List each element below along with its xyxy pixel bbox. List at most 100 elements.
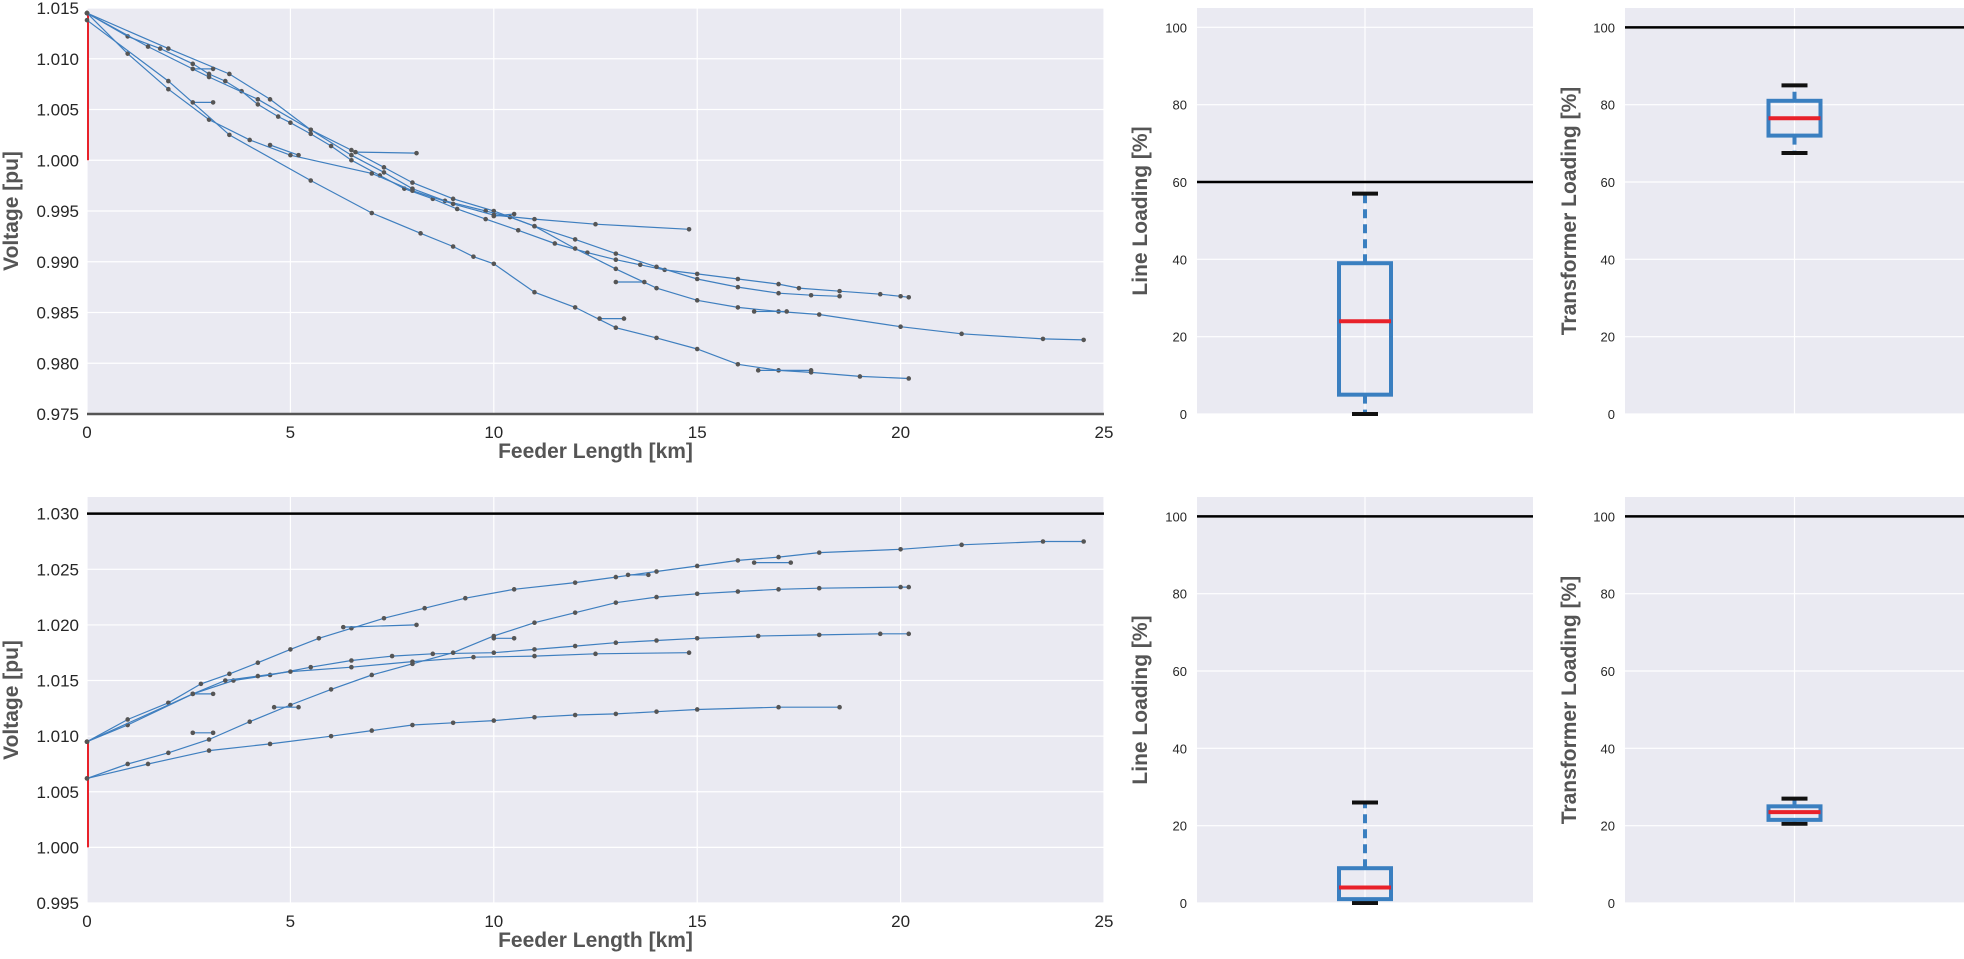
data-point (255, 97, 261, 102)
y-axis-label: Transformer Loading [%] (1558, 87, 1581, 336)
data-point (275, 114, 281, 119)
y-tick-label: 1.025 (36, 560, 79, 579)
y-tick-label: 0.995 (36, 894, 79, 913)
x-tick-label: 20 (891, 423, 910, 442)
data-point (125, 761, 130, 767)
panel-top-left: 0 5 10 15 20 25 0.975 0.980 0.985 0.990 0.995 1.000… (0, 0, 1113, 463)
data-point (816, 632, 822, 638)
x-tick-label: 5 (286, 423, 295, 442)
data-point (816, 312, 822, 317)
series-line (269, 144, 299, 156)
y-tick-label: 80 (1601, 98, 1615, 113)
data-point (776, 281, 781, 287)
data-point (898, 324, 903, 330)
data-point (532, 714, 537, 720)
data-point (353, 149, 358, 155)
data-point (572, 246, 578, 251)
y-tick-label: 100 (1593, 509, 1615, 524)
data-point (381, 165, 387, 170)
y-tick-label: 0 (1180, 407, 1187, 422)
data-point (166, 46, 171, 51)
x-axis-label: Feeder Length [km] (498, 440, 693, 463)
data-point (414, 150, 419, 156)
data-point (190, 66, 196, 72)
y-tick-label: 0 (1180, 896, 1187, 911)
panel-top-middle: 0 20 40 60 80 100 Line Loading [%] (1129, 8, 1533, 422)
data-point (328, 733, 334, 739)
data-point (328, 143, 334, 149)
data-point (369, 210, 375, 216)
data-point (349, 157, 354, 163)
data-point (206, 748, 212, 753)
data-point (210, 730, 216, 736)
data-point (247, 719, 253, 724)
y-axis-label: Voltage [pu] (0, 151, 23, 271)
data-point (646, 572, 651, 578)
x-tick-label: 0 (82, 423, 91, 442)
data-point (755, 633, 761, 639)
data-point (223, 78, 228, 84)
data-point (654, 335, 659, 341)
data-point (84, 776, 90, 781)
data-point (450, 650, 456, 656)
data-point (906, 376, 912, 381)
data-point (288, 647, 293, 652)
series-line (86, 540, 1084, 743)
y-tick-label: 1.015 (36, 672, 79, 691)
data-point (784, 309, 789, 314)
data-point (694, 563, 700, 569)
data-point (857, 374, 863, 379)
x-tick-label: 0 (82, 912, 91, 931)
x-tick-label: 15 (688, 912, 707, 931)
data-point (410, 180, 415, 185)
data-point (1040, 539, 1046, 544)
data-point (223, 678, 228, 683)
box-iqr (1337, 866, 1393, 902)
data-point (898, 546, 903, 552)
data-point (613, 279, 619, 285)
data-point (511, 587, 517, 592)
data-point (637, 262, 643, 268)
data-point (686, 650, 692, 656)
data-point (145, 44, 151, 49)
series-line (86, 12, 909, 298)
y-tick-label: 0 (1608, 896, 1615, 911)
data-point (227, 71, 232, 77)
data-point (410, 661, 415, 667)
data-point (491, 718, 497, 723)
data-point (271, 704, 277, 710)
y-tick-label: 1.010 (36, 50, 79, 69)
data-point (166, 78, 171, 84)
data-point (597, 316, 602, 321)
data-point (308, 178, 314, 183)
data-point (654, 638, 659, 643)
plot-area (87, 497, 1104, 903)
series-line (86, 706, 840, 779)
y-tick-label: 20 (1173, 330, 1187, 345)
data-point (593, 221, 598, 227)
data-point (340, 624, 346, 630)
data-point (532, 289, 537, 295)
data-point (430, 651, 436, 657)
data-point (808, 368, 814, 373)
data-point (735, 589, 741, 594)
data-point (654, 285, 659, 291)
data-point (613, 640, 619, 646)
data-point (776, 290, 781, 296)
x-tick-label: 25 (1095, 912, 1114, 931)
data-point (190, 691, 196, 697)
data-point (247, 137, 253, 143)
x-tick-label: 5 (286, 912, 295, 931)
data-point (816, 550, 822, 555)
y-tick-label: 60 (1173, 175, 1187, 190)
data-point (471, 654, 476, 660)
y-tick-label: 1.000 (36, 838, 79, 857)
panel-bottom-right: 0 20 40 60 80 100 Transformer Loading [%] (1558, 497, 1964, 911)
data-point (654, 264, 659, 270)
y-tick-label: 80 (1173, 587, 1187, 602)
data-point (877, 291, 883, 297)
y-tick-label: 100 (1165, 509, 1187, 524)
data-point (267, 142, 273, 148)
data-point (572, 580, 578, 585)
